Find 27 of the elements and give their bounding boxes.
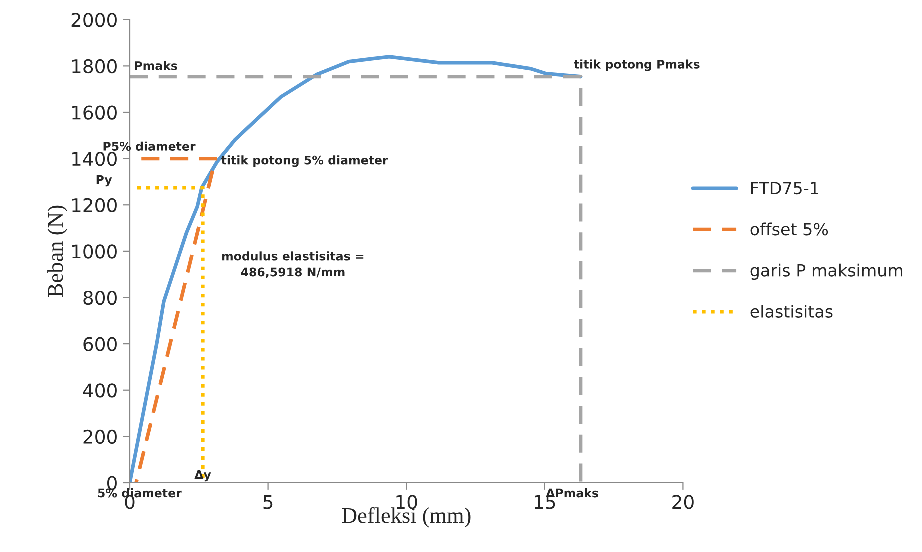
x-tick-label: 20 [672, 495, 694, 510]
legend-label: FTD75-1 [752, 182, 818, 195]
y-tick-label: 400 [83, 384, 117, 398]
y-tick-label: 1000 [72, 244, 117, 259]
x-tick-label: 10 [396, 495, 418, 510]
y-tick-label: 200 [84, 430, 117, 444]
annotation: Pmaks [135, 61, 178, 70]
annotation: Δy [194, 470, 212, 482]
y-axis-title: Beban (N) [48, 206, 68, 298]
legend-label: elastisitas [750, 305, 833, 318]
y-tick-label: 600 [84, 337, 117, 352]
y-tick-label: 1800 [72, 59, 117, 74]
annotation: titik potong Pmaks [574, 60, 700, 72]
annotation: Py [96, 175, 112, 187]
y-tick-label: 800 [84, 290, 117, 306]
y-tick-label: 1400 [72, 152, 117, 166]
annotation: modulus elastisitas = 486,5918 N/mm [222, 252, 364, 278]
y-tick-label: 2000 [72, 13, 117, 28]
y-tick-label: 1600 [72, 106, 117, 120]
annotation: P5% diameter [104, 142, 196, 151]
x-tick-label: 5 [264, 495, 273, 510]
annotation: titik potong 5% diameter [221, 156, 388, 168]
y-tick-label: 0 [108, 476, 117, 490]
x-axis-title: Defleksi (mm) [342, 507, 471, 528]
y-tick-label: 1200 [72, 198, 117, 213]
legend-label: offset 5% [750, 222, 828, 236]
legend-label: garis P maksimum [750, 264, 903, 280]
